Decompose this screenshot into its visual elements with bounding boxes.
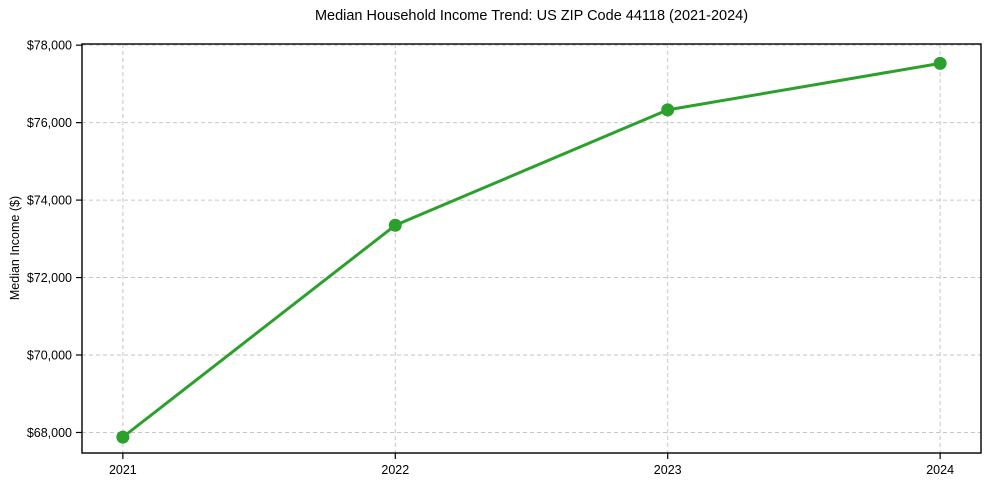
y-tick-label: $76,000 xyxy=(27,116,72,130)
y-tick-label: $74,000 xyxy=(27,194,72,208)
x-tick-label: 2022 xyxy=(381,463,409,477)
x-tick-label: 2023 xyxy=(654,463,682,477)
y-tick-label: $70,000 xyxy=(27,349,72,363)
y-tick-label: $72,000 xyxy=(27,271,72,285)
y-tick-label: $68,000 xyxy=(27,426,72,440)
chart-title: Median Household Income Trend: US ZIP Co… xyxy=(314,8,749,24)
x-tick-label: 2024 xyxy=(926,463,954,477)
data-point xyxy=(116,430,130,444)
data-point xyxy=(388,218,402,232)
data-point xyxy=(661,103,675,117)
x-tick-label: 2021 xyxy=(109,463,137,477)
y-tick-label: $78,000 xyxy=(27,39,72,53)
axes-spines xyxy=(81,43,982,454)
data-line xyxy=(121,61,942,439)
data-point xyxy=(933,56,947,70)
